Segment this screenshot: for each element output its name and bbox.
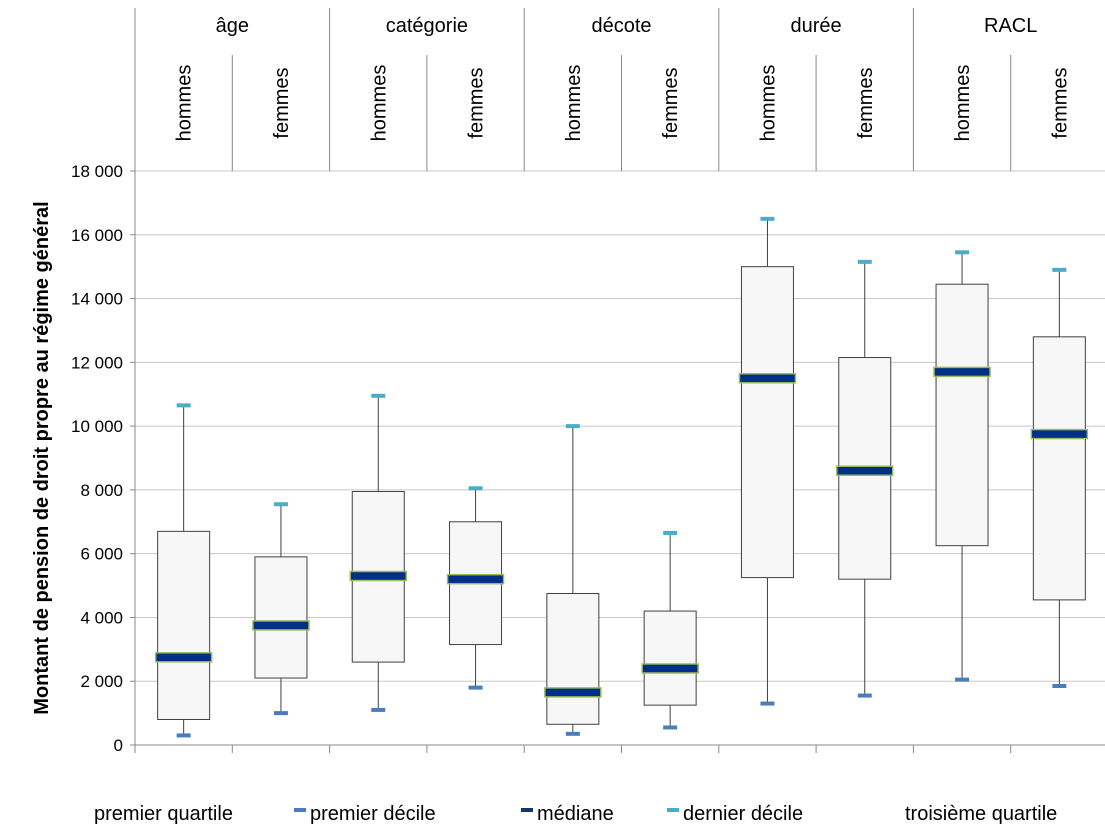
last-decile-marker	[468, 486, 483, 491]
first-decile-marker	[760, 701, 775, 706]
boxes	[154, 216, 1089, 738]
subgroup-label: hommes	[952, 65, 974, 142]
subgroup-label: hommes	[174, 65, 196, 142]
median-marker	[446, 573, 505, 585]
last-decile-marker	[565, 424, 580, 429]
legend-marker	[294, 807, 306, 812]
y-tick-label: 6 000	[80, 545, 123, 564]
last-decile-marker	[955, 250, 970, 255]
y-tick-label: 18 000	[71, 162, 123, 181]
first-decile-marker	[371, 707, 386, 712]
group-label: durée	[791, 15, 842, 37]
first-decile-marker	[273, 711, 288, 716]
group-label: catégorie	[386, 15, 468, 37]
first-decile-marker	[1052, 684, 1067, 689]
last-decile-marker	[857, 259, 872, 264]
first-decile-marker	[565, 731, 580, 736]
legend: premier quartile premier décile médiane …	[0, 795, 1105, 830]
first-decile-marker	[663, 725, 678, 730]
legend-label: médiane	[537, 803, 614, 825]
box	[740, 266, 794, 579]
group-label: décote	[591, 15, 651, 37]
legend-label: premier décile	[310, 803, 436, 825]
box	[1032, 336, 1086, 601]
median-marker	[544, 687, 602, 698]
last-decile-marker	[371, 393, 386, 398]
y-tick-label: 8 000	[80, 481, 123, 500]
box	[546, 593, 600, 725]
median-marker	[641, 663, 699, 674]
y-axis: 0 2 000 4 000 6 000 8 000 10 000 12 000 14 000 1…	[71, 162, 135, 755]
box	[157, 530, 211, 720]
y-tick-label: 4 000	[80, 608, 123, 627]
y-tick-label: 10 000	[71, 417, 123, 436]
subgroup-label: femmes	[1049, 67, 1071, 138]
median-marker	[1030, 428, 1089, 440]
category-headers: âge hommes femmes catégorie hommes femmes déco…	[134, 8, 1071, 753]
legend-item-d9: dernier décile	[667, 799, 803, 825]
box	[643, 610, 697, 706]
median-marker	[154, 652, 213, 663]
last-decile-marker	[663, 530, 678, 535]
group-label: RACL	[984, 15, 1037, 37]
subgroup-label: hommes	[368, 65, 390, 142]
boxplot-chart: âge hommes femmes catégorie hommes femmes déco…	[31, 8, 1105, 755]
y-tick-label: 12 000	[71, 353, 123, 372]
subgroup-label: femmes	[660, 67, 682, 138]
legend-label: troisième quartile	[905, 803, 1058, 825]
y-axis-label: Montant de pension de droit propre au ré…	[31, 201, 53, 714]
median-marker	[738, 373, 797, 384]
first-decile-marker	[176, 733, 191, 738]
last-decile-marker	[273, 502, 288, 507]
first-decile-marker	[955, 677, 970, 682]
group-label: âge	[216, 15, 249, 37]
legend-item-d1: premier décile	[294, 799, 436, 825]
first-decile-marker	[857, 693, 872, 698]
y-tick-label: 2 000	[80, 672, 123, 691]
median-marker	[252, 620, 310, 631]
y-tick-label: 14 000	[71, 290, 123, 309]
box	[935, 283, 989, 547]
median-marker	[836, 465, 894, 477]
legend-marker	[521, 807, 533, 812]
last-decile-marker	[1052, 267, 1067, 272]
legend-label: premier quartile	[94, 803, 233, 825]
y-tick-label: 0	[114, 736, 123, 755]
subgroup-label: hommes	[757, 65, 779, 142]
subgroup-label: femmes	[855, 67, 877, 138]
legend-item-median: médiane	[521, 799, 614, 825]
median-marker	[933, 366, 991, 378]
legend-marker	[667, 807, 679, 812]
subgroup-label: femmes	[466, 67, 488, 138]
last-decile-marker	[176, 403, 191, 408]
last-decile-marker	[760, 216, 775, 221]
legend-label: dernier décile	[683, 803, 804, 825]
subgroup-label: femmes	[271, 67, 293, 138]
subgroup-label: hommes	[563, 65, 585, 142]
box	[254, 556, 308, 679]
y-tick-label: 16 000	[71, 226, 123, 245]
median-marker	[349, 570, 407, 582]
first-decile-marker	[468, 685, 483, 690]
